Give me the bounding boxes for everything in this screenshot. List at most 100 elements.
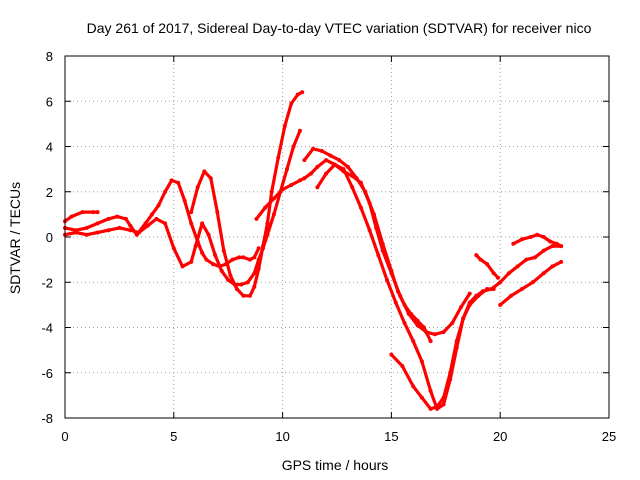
data-point bbox=[150, 212, 154, 217]
data-point bbox=[189, 210, 194, 215]
data-point bbox=[315, 164, 320, 169]
data-point bbox=[189, 221, 194, 226]
x-tick-label: 20 bbox=[493, 429, 507, 444]
data-point bbox=[428, 388, 433, 393]
data-point bbox=[241, 255, 246, 260]
data-point bbox=[84, 225, 89, 230]
data-point bbox=[422, 325, 426, 330]
data-point bbox=[311, 146, 316, 151]
data-point bbox=[289, 101, 294, 106]
y-tick-label: 6 bbox=[46, 94, 53, 109]
data-point bbox=[548, 239, 553, 244]
data-point bbox=[315, 185, 320, 190]
data-point bbox=[245, 280, 250, 285]
data-point bbox=[541, 248, 546, 253]
data-point bbox=[95, 230, 100, 235]
data-point bbox=[535, 232, 540, 237]
data-point bbox=[393, 300, 398, 305]
data-point bbox=[415, 323, 420, 328]
data-point bbox=[280, 187, 285, 192]
data-point bbox=[506, 271, 511, 276]
data-point bbox=[228, 273, 233, 278]
data-point bbox=[248, 257, 252, 262]
data-point bbox=[328, 153, 333, 158]
data-point bbox=[524, 257, 529, 262]
data-point bbox=[182, 198, 187, 203]
ticks: 0 5 10 15 20 25 -8 -6 -4 -2 0 2 4 6 8 bbox=[41, 49, 616, 444]
data-point bbox=[395, 289, 400, 294]
data-point bbox=[95, 210, 100, 215]
data-point bbox=[559, 259, 564, 264]
data-point bbox=[432, 332, 437, 337]
y-tick-label: -6 bbox=[41, 366, 53, 381]
data-point bbox=[265, 221, 270, 226]
data-point bbox=[263, 205, 268, 210]
y-tick-label: -4 bbox=[41, 321, 53, 336]
data-point bbox=[450, 321, 455, 325]
x-axis-label: GPS time / hours bbox=[282, 457, 389, 473]
data-point bbox=[189, 259, 194, 264]
data-point bbox=[163, 221, 168, 226]
data-point bbox=[441, 402, 446, 407]
x-tick-label: 10 bbox=[275, 429, 289, 444]
data-point bbox=[239, 282, 244, 287]
data-point bbox=[319, 149, 324, 153]
data-point bbox=[154, 216, 159, 221]
data-point bbox=[271, 196, 276, 201]
data-point bbox=[411, 339, 416, 344]
data-point bbox=[291, 144, 296, 149]
data-point bbox=[123, 216, 128, 221]
data-point bbox=[389, 352, 394, 357]
data-point bbox=[206, 232, 211, 237]
data-point bbox=[276, 155, 281, 160]
data-point bbox=[195, 185, 200, 190]
data-series-4 bbox=[189, 90, 304, 298]
data-point bbox=[252, 284, 257, 289]
data-point bbox=[528, 235, 533, 239]
data-point bbox=[409, 311, 413, 316]
data-point bbox=[282, 124, 287, 129]
data-point bbox=[498, 302, 503, 307]
data-point bbox=[256, 266, 261, 271]
data-point bbox=[541, 235, 546, 239]
data-point bbox=[435, 404, 440, 409]
data-point bbox=[428, 406, 433, 411]
data-point bbox=[511, 241, 516, 246]
data-point bbox=[389, 268, 394, 273]
data-point bbox=[491, 287, 496, 291]
data-point bbox=[221, 248, 226, 253]
data-point bbox=[478, 257, 483, 262]
data-point bbox=[498, 280, 503, 285]
data-point bbox=[261, 244, 265, 249]
data-point bbox=[402, 302, 407, 307]
y-tick-label: 4 bbox=[46, 140, 53, 155]
data-point bbox=[467, 302, 472, 307]
data-point bbox=[419, 395, 424, 400]
data-point bbox=[554, 241, 559, 246]
x-tick-label: 25 bbox=[602, 429, 616, 444]
data-point bbox=[448, 370, 453, 375]
data-point bbox=[234, 287, 239, 291]
data-point bbox=[302, 158, 307, 163]
data-point bbox=[163, 189, 168, 194]
data-point bbox=[354, 176, 359, 181]
data-point bbox=[115, 214, 120, 219]
data-point bbox=[298, 128, 302, 133]
data-point bbox=[204, 257, 209, 262]
data-point bbox=[226, 278, 231, 282]
data-point bbox=[454, 339, 459, 344]
data-point bbox=[193, 244, 198, 249]
data-point bbox=[95, 221, 100, 226]
data-point bbox=[380, 241, 385, 246]
data-point bbox=[252, 255, 257, 260]
y-tick-label: -2 bbox=[41, 275, 53, 290]
y-tick-label: 2 bbox=[46, 185, 53, 200]
data-point bbox=[117, 225, 122, 230]
data-point bbox=[476, 293, 481, 298]
data-series-8 bbox=[389, 287, 496, 411]
data-point bbox=[520, 237, 524, 242]
data-point bbox=[491, 271, 496, 276]
data-point bbox=[515, 264, 520, 269]
data-point bbox=[252, 271, 257, 276]
data-point bbox=[337, 158, 342, 163]
